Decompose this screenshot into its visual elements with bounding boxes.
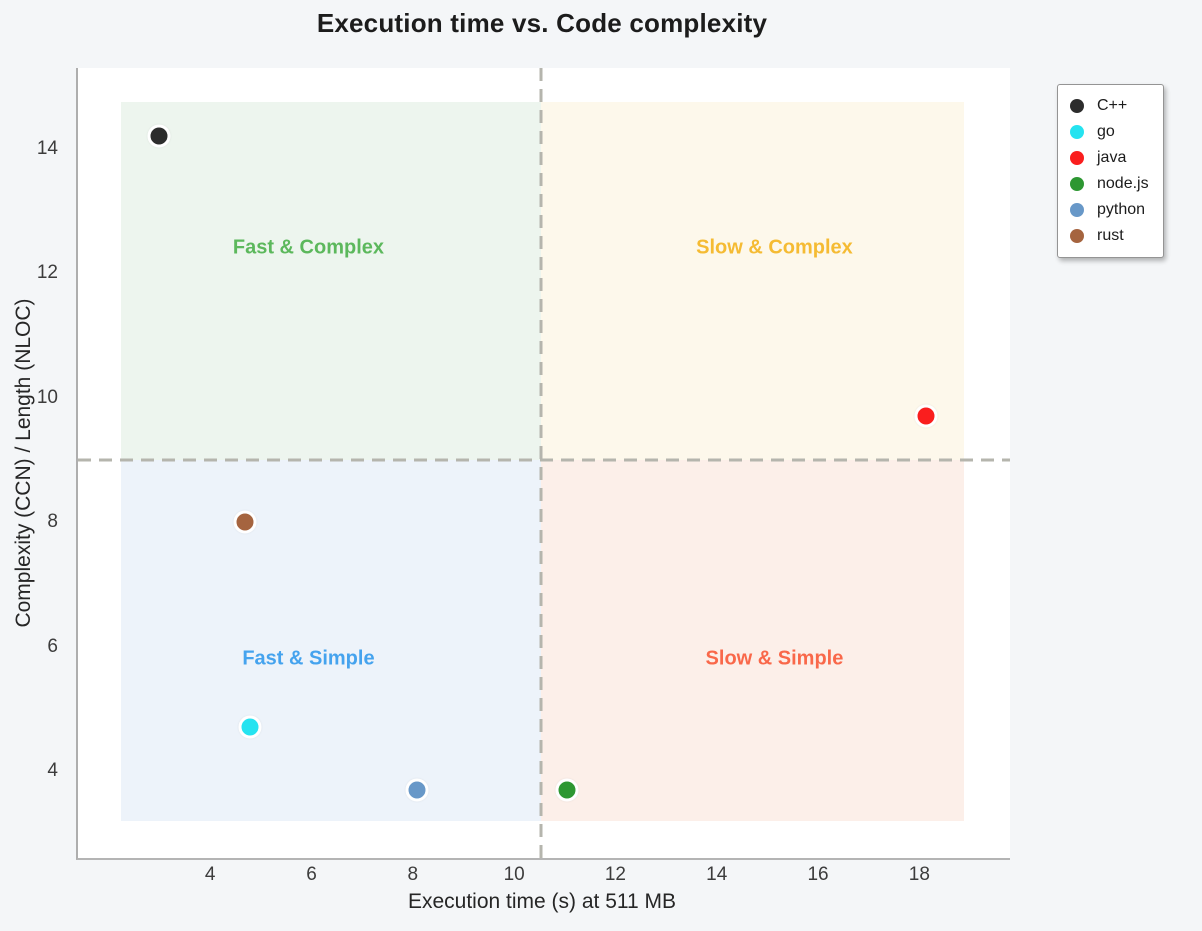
y-tick-label: 14 bbox=[36, 137, 58, 159]
data-point-c bbox=[147, 124, 171, 148]
legend-marker-icon bbox=[1070, 99, 1084, 113]
y-tick-label: 4 bbox=[47, 759, 58, 781]
quadrant-label-slow-complex: Slow & Complex bbox=[696, 236, 853, 259]
x-tick-label: 8 bbox=[407, 864, 419, 885]
quadrant-label-fast-complex: Fast & Complex bbox=[232, 236, 385, 259]
y-tick-label: 8 bbox=[47, 511, 58, 533]
legend-item-label: C++ bbox=[1097, 97, 1128, 114]
legend-item-go: go bbox=[1070, 119, 1149, 145]
legend-marker-icon bbox=[1070, 151, 1084, 165]
x-tick-label: 18 bbox=[908, 864, 930, 885]
legend-marker-icon bbox=[1070, 177, 1084, 191]
legend-marker-icon bbox=[1070, 203, 1084, 217]
quadrant-region-slow-simple bbox=[541, 459, 965, 821]
legend-item-label: go bbox=[1097, 123, 1115, 140]
data-point-node-js bbox=[555, 778, 579, 802]
quadrant-label-slow-simple: Slow & Simple bbox=[705, 647, 844, 670]
legend-marker-icon bbox=[1070, 125, 1084, 139]
legend-item-c: C++ bbox=[1070, 93, 1149, 119]
legend-item-label: node.js bbox=[1097, 175, 1149, 192]
plot-area: Fast & Complex Slow & Complex Fast & Simpl… bbox=[76, 68, 1010, 860]
quadrant-divider-horizontal bbox=[78, 458, 1010, 462]
legend-item-java: java bbox=[1070, 145, 1149, 171]
legend-item-node-js: node.js bbox=[1070, 171, 1149, 197]
y-tick-label: 10 bbox=[36, 386, 58, 408]
x-tick-label: 10 bbox=[503, 864, 525, 885]
x-tick-label: 14 bbox=[706, 864, 728, 885]
chart-title: Execution time vs. Code complexity bbox=[316, 8, 768, 38]
legend-item-label: rust bbox=[1097, 227, 1124, 244]
legend-item-rust: rust bbox=[1070, 223, 1149, 249]
data-point-rust bbox=[233, 510, 257, 534]
x-tick-label: 16 bbox=[807, 864, 829, 885]
y-tick-label: 12 bbox=[36, 262, 58, 284]
y-tick-label: 6 bbox=[47, 635, 58, 657]
quadrant-region-fast-complex bbox=[121, 102, 542, 460]
data-point-python bbox=[405, 778, 429, 802]
y-axis-label: Complexity (CCN) / Length (NLOC) bbox=[12, 298, 35, 628]
quadrant-label-fast-simple: Fast & Simple bbox=[242, 647, 375, 670]
x-tick-label: 6 bbox=[306, 864, 317, 885]
legend: C++ go java node.js python rust bbox=[1057, 84, 1164, 258]
legend-item-label: java bbox=[1097, 149, 1127, 166]
quadrant-divider-vertical bbox=[539, 68, 543, 858]
quadrant-region-slow-complex bbox=[541, 102, 965, 460]
data-point-java bbox=[914, 404, 938, 428]
x-axis-label: Execution time (s) at 511 MB bbox=[407, 890, 677, 913]
quadrant-region-fast-simple bbox=[121, 459, 542, 821]
x-tick-label: 12 bbox=[604, 864, 626, 885]
legend-marker-icon bbox=[1070, 229, 1084, 243]
legend-item-label: python bbox=[1097, 201, 1146, 218]
legend-item-python: python bbox=[1070, 197, 1149, 223]
data-point-go bbox=[238, 715, 262, 739]
x-tick-label: 4 bbox=[204, 864, 216, 885]
